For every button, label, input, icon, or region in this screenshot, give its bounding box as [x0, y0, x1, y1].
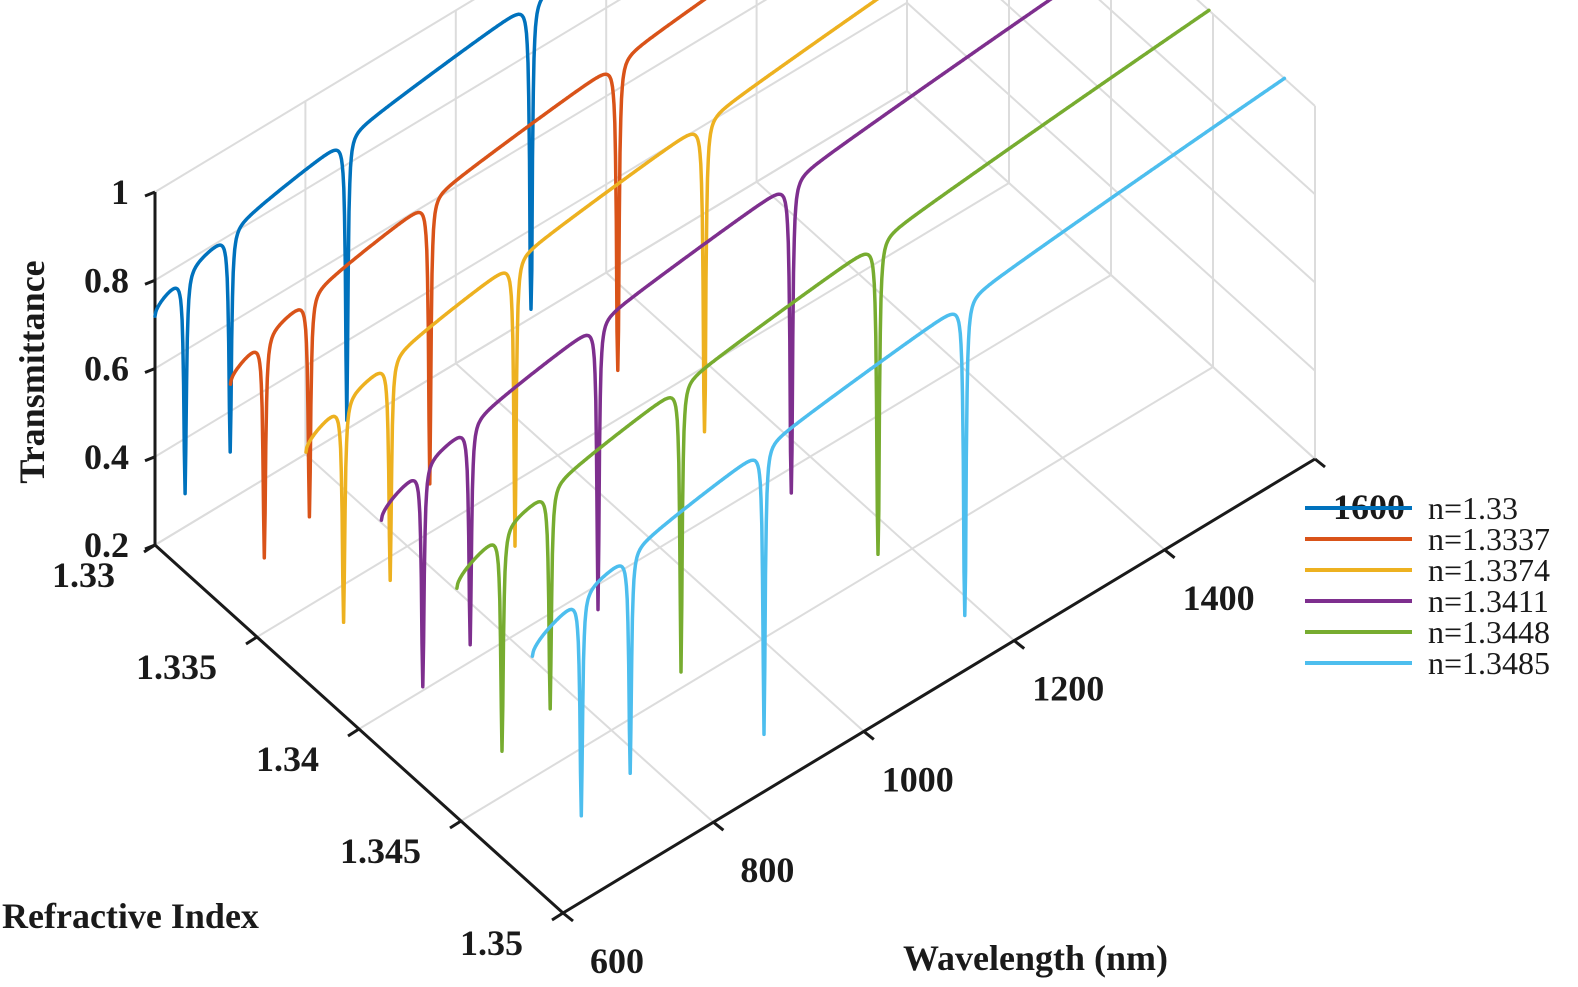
right-wall-gridline-z [1000, 0, 1316, 284]
floor-gridline-y [460, 366, 1214, 822]
y-tick-mark [551, 911, 564, 922]
x-axis-title: Wavelength (nm) [903, 938, 1168, 978]
y-tick-label: 1.345 [340, 831, 421, 871]
series-line-0 [153, 0, 544, 496]
y-tick-mark [347, 727, 360, 738]
series-layer [153, 0, 1287, 818]
grid-layer [154, 0, 1316, 914]
z-tick-label: 0.8 [84, 260, 129, 300]
z-tick-mark [144, 278, 156, 286]
legend: n=1.33n=1.3337n=1.3374n=1.3411n=1.3448n=… [1305, 490, 1550, 681]
x-tick-mark [862, 730, 875, 741]
y-tick-label: 1.35 [460, 923, 523, 963]
right-wall-gridline-z [1098, 0, 1316, 195]
y-tick-mark [143, 543, 156, 554]
series-line-1 [228, 0, 707, 560]
x-tick-label: 600 [590, 941, 644, 981]
y-tick-mark [449, 819, 462, 830]
back-wall-gridline-z [154, 0, 622, 282]
right-wall-gridline-z [906, 2, 1316, 372]
series-line-3 [379, 0, 1053, 689]
x-tick-label: 1200 [1032, 669, 1104, 709]
axis-layer [143, 190, 1326, 923]
z-axis-title: Transmittance [12, 260, 52, 483]
y-tick-label: 1.34 [256, 739, 319, 779]
legend-label: n=1.3485 [1428, 645, 1550, 681]
right-wall-gridline-z [906, 90, 1316, 460]
series-line-4 [455, 8, 1211, 753]
series-line-5 [530, 76, 1287, 818]
z-tick-label: 0.2 [84, 525, 129, 565]
x-tick-mark [1013, 639, 1026, 650]
floor-gridline-y [358, 274, 1112, 730]
x-tick-label: 1400 [1183, 578, 1255, 618]
y-tick-label: 1.33 [52, 555, 115, 595]
x-tick-mark [1163, 548, 1176, 559]
legend-label: n=1.3411 [1428, 583, 1549, 619]
y-tick-mark [245, 635, 258, 646]
floor-gridline-y [256, 182, 1010, 638]
z-tick-mark [144, 455, 156, 463]
legend-label: n=1.3448 [1428, 614, 1550, 650]
x-tick-mark [562, 911, 574, 923]
z-tick-mark [144, 367, 156, 374]
right-wall-gridline-z [1195, 0, 1316, 107]
x-tick-label: 1000 [882, 759, 954, 799]
back-wall-gridline-z [154, 90, 908, 546]
y-axis-title: Refractive Index [2, 896, 259, 936]
series-line-2 [304, 0, 880, 625]
x-axis-line [562, 457, 1316, 915]
z-tick-label: 1 [111, 172, 129, 212]
legend-label: n=1.33 [1428, 490, 1518, 526]
back-wall-gridline-z [154, 0, 475, 193]
x-tick-mark [1314, 457, 1326, 469]
y-tick-label: 1.335 [136, 647, 217, 687]
z-tick-mark [144, 190, 156, 198]
legend-label: n=1.3374 [1428, 552, 1550, 588]
x-tick-label: 800 [740, 850, 794, 890]
legend-label: n=1.3337 [1428, 521, 1550, 557]
z-tick-label: 0.6 [84, 349, 129, 389]
z-tick-label: 0.4 [84, 437, 129, 477]
label-layer: 0.2 0.4 0.6 0.8 1 1.33 1.335 1.34 1.345 1.35 600 80… [52, 172, 1405, 981]
x-tick-mark [712, 821, 725, 832]
